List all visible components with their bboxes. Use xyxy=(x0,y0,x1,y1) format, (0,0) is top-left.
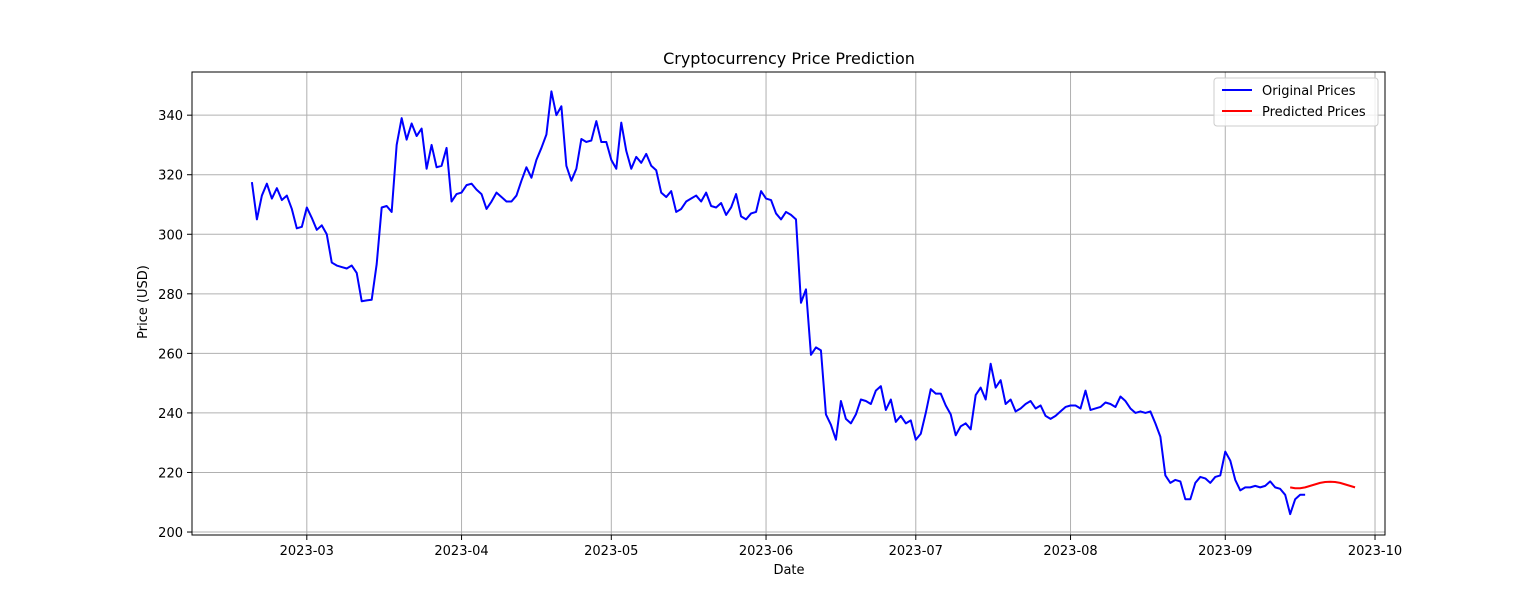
x-tick-label: 2023-09 xyxy=(1198,544,1252,559)
legend-box xyxy=(1213,77,1379,127)
legend-label-predicted: Predicted Prices xyxy=(1262,105,1366,120)
y-tick-label: 200 xyxy=(158,526,183,541)
axes-frame xyxy=(191,71,1386,536)
series-original-prices xyxy=(250,90,1306,516)
series-layer xyxy=(250,90,1356,516)
y-tick-label: 340 xyxy=(158,109,183,124)
y-tick-label: 320 xyxy=(158,169,183,184)
series-predicted-prices xyxy=(1289,480,1356,490)
y-tick-label: 240 xyxy=(158,407,183,422)
x-tick-label: 2023-04 xyxy=(434,544,488,559)
x-tick-label: 2023-03 xyxy=(280,544,334,559)
y-tick-label: 260 xyxy=(158,347,183,362)
legend-label-original: Original Prices xyxy=(1262,84,1356,99)
x-tick-label: 2023-10 xyxy=(1348,544,1402,559)
y-tick-label: 280 xyxy=(158,288,183,303)
x-tick-label: 2023-07 xyxy=(889,544,943,559)
axis-ticks: 2023-03 2023-04 2023-05 2023-06 2023-07 2023-… xyxy=(158,109,1402,559)
chart-title: Cryptocurrency Price Prediction xyxy=(663,49,915,68)
x-tick-label: 2023-06 xyxy=(739,544,793,559)
grid-lines xyxy=(192,72,1385,535)
legend: Original Prices Predicted Prices xyxy=(1213,77,1379,127)
x-axis-label: Date xyxy=(773,563,804,578)
x-tick-label: 2023-05 xyxy=(584,544,638,559)
y-tick-label: 220 xyxy=(158,466,183,481)
y-tick-label: 300 xyxy=(158,228,183,243)
y-axis-label: Price (USD) xyxy=(136,265,151,339)
x-tick-label: 2023-08 xyxy=(1043,544,1097,559)
